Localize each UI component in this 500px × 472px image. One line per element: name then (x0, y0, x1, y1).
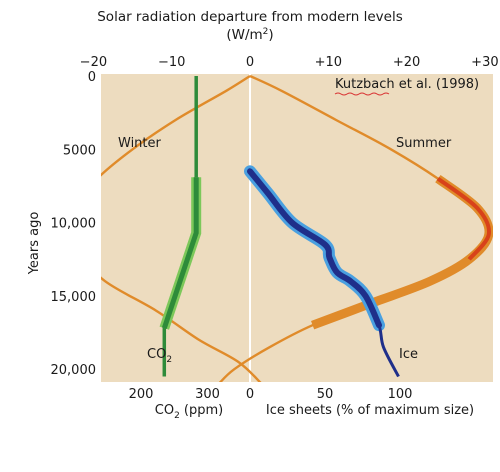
top-tick--10: −10 (158, 55, 185, 70)
winter-label: Winter (118, 136, 162, 151)
y-axis-tick-labels: 0 5000 10,000 15,000 20,000 (51, 70, 97, 378)
citation: Kutzbach et al. (1998) (335, 77, 479, 92)
series-group (101, 74, 493, 382)
series-layer (101, 74, 493, 382)
summer-band-inner (436, 176, 492, 261)
co2-series-label: CO2 (147, 347, 172, 365)
y-tick-10000: 10,000 (51, 217, 97, 232)
top-tick--20: −20 (80, 55, 107, 70)
ice-axis-label: Ice sheets (% of maximum size) (266, 403, 474, 418)
y-tick-20000: 20,000 (51, 363, 97, 378)
chart-title-line-2: (W/m2) (226, 27, 273, 43)
top-tick-30: +30 (471, 55, 498, 70)
co2-band-inner (161, 177, 199, 329)
ice-tick-0: 0 (246, 387, 254, 402)
chart-title-superscript: 2 (263, 27, 269, 37)
summer-label: Summer (396, 136, 452, 151)
y-axis-label: Years ago (27, 212, 42, 276)
ice-band-inner (247, 168, 382, 329)
y-tick-0: 0 (88, 70, 96, 85)
co2-tick-300: 300 (195, 387, 220, 402)
top-tick-10: +10 (315, 55, 342, 70)
ice-tick-100: 100 (388, 387, 413, 402)
co2-axis-label: CO2 (ppm) (155, 403, 224, 421)
y-tick-5000: 5000 (63, 143, 96, 158)
winter-insolation-line (101, 74, 262, 382)
chart-title-line-1: Solar radiation departure from modern le… (97, 9, 403, 25)
ice-tick-50: 50 (317, 387, 334, 402)
citation-underline (334, 92, 390, 96)
y-tick-15000: 15,000 (51, 290, 97, 305)
co2-tick-200: 200 (129, 387, 154, 402)
ice-axis-tick-labels: 0 50 100 (246, 387, 413, 402)
top-axis-tick-labels: −20 −10 0 +10 +20 +30 (80, 55, 499, 70)
co2-axis-tick-labels: 200 300 (129, 387, 220, 402)
top-tick-20: +20 (393, 55, 420, 70)
ice-series-label: Ice (399, 347, 418, 362)
top-tick-0: 0 (246, 55, 254, 70)
